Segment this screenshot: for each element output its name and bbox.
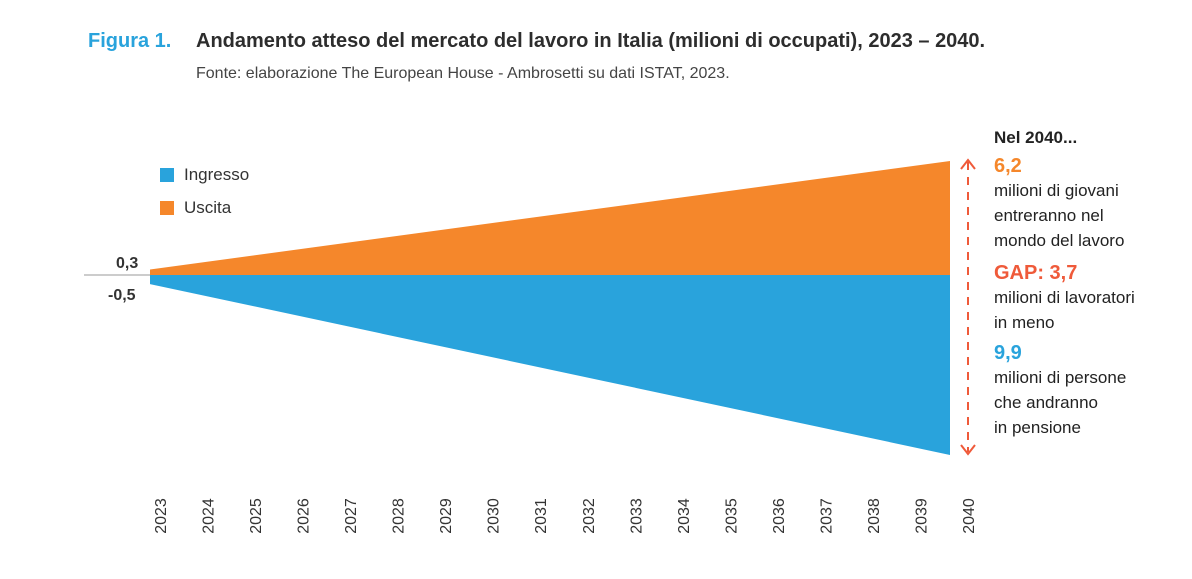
x-tick-label: 2029 [438, 498, 455, 534]
retirees-value: 9,9 [994, 342, 1022, 364]
legend-label-ingresso: Ingresso [184, 164, 250, 184]
x-tick-label: 2036 [771, 498, 788, 534]
legend-item-ingresso: Ingresso [160, 158, 249, 191]
x-tick-label: 2025 [248, 498, 265, 534]
retirees-text-3: in pensione [994, 418, 1081, 437]
entrants-block: 6,2 milioni di giovani entreranno nel mo… [994, 154, 1184, 253]
x-tick-label: 2037 [818, 498, 835, 534]
retirees-text-1: milioni di persone [994, 368, 1127, 387]
x-tick-label: 2040 [961, 498, 978, 534]
legend-swatch-uscita [160, 200, 174, 215]
area-uscita [150, 161, 950, 275]
x-tick-label: 2026 [296, 498, 313, 534]
legend-swatch-ingresso [160, 167, 174, 182]
x-tick-label: 2032 [581, 498, 598, 534]
entrants-text-3: mondo del lavoro [994, 231, 1125, 250]
x-tick-label: 2027 [343, 498, 360, 534]
entrants-value: 6,2 [994, 155, 1022, 177]
x-tick-label: 2033 [628, 498, 645, 534]
x-tick-label: 2035 [723, 498, 740, 534]
figure-source: Fonte: elaborazione The European House -… [196, 65, 730, 82]
retirees-block: 9,9 milioni di persone che andranno in p… [994, 341, 1184, 440]
x-tick-label: 2031 [533, 498, 550, 534]
start-value-ingresso: -0,5 [108, 287, 136, 304]
x-tick-label: 2028 [391, 498, 408, 534]
figure-title: Andamento atteso del mercato del lavoro … [196, 30, 986, 52]
gap-arrow-head-up [960, 158, 976, 170]
gap-text-1: milioni di lavoratori [994, 288, 1135, 307]
x-tick-label: 2039 [913, 498, 930, 534]
legend: Ingresso Uscita [160, 158, 249, 224]
start-value-uscita: 0,3 [116, 255, 139, 272]
x-tick-label: 2024 [201, 498, 218, 534]
x-tick-label: 2030 [486, 498, 503, 534]
gap-value: GAP: 3,7 [994, 262, 1078, 284]
x-tick-label: 2023 [153, 498, 170, 534]
legend-label-uscita: Uscita [184, 197, 232, 217]
entrants-text-1: milioni di giovani [994, 181, 1119, 200]
annotation-heading: Nel 2040... [994, 128, 1078, 147]
x-tick-label: 2034 [676, 498, 693, 534]
gap-text-2: in meno [994, 313, 1055, 332]
x-tick-label: 2038 [866, 498, 883, 534]
retirees-text-2: che andranno [994, 393, 1098, 412]
gap-block: GAP: 3,7 milioni di lavoratori in meno [994, 261, 1184, 335]
area-ingresso [150, 275, 950, 455]
entrants-text-2: entreranno nel [994, 206, 1104, 225]
legend-item-uscita: Uscita [160, 191, 249, 224]
annotation-panel: Nel 2040... 6,2 milioni di giovani entre… [994, 128, 1184, 440]
figure-label: Figura 1. [88, 30, 172, 52]
gap-arrow-head-down [960, 444, 976, 456]
